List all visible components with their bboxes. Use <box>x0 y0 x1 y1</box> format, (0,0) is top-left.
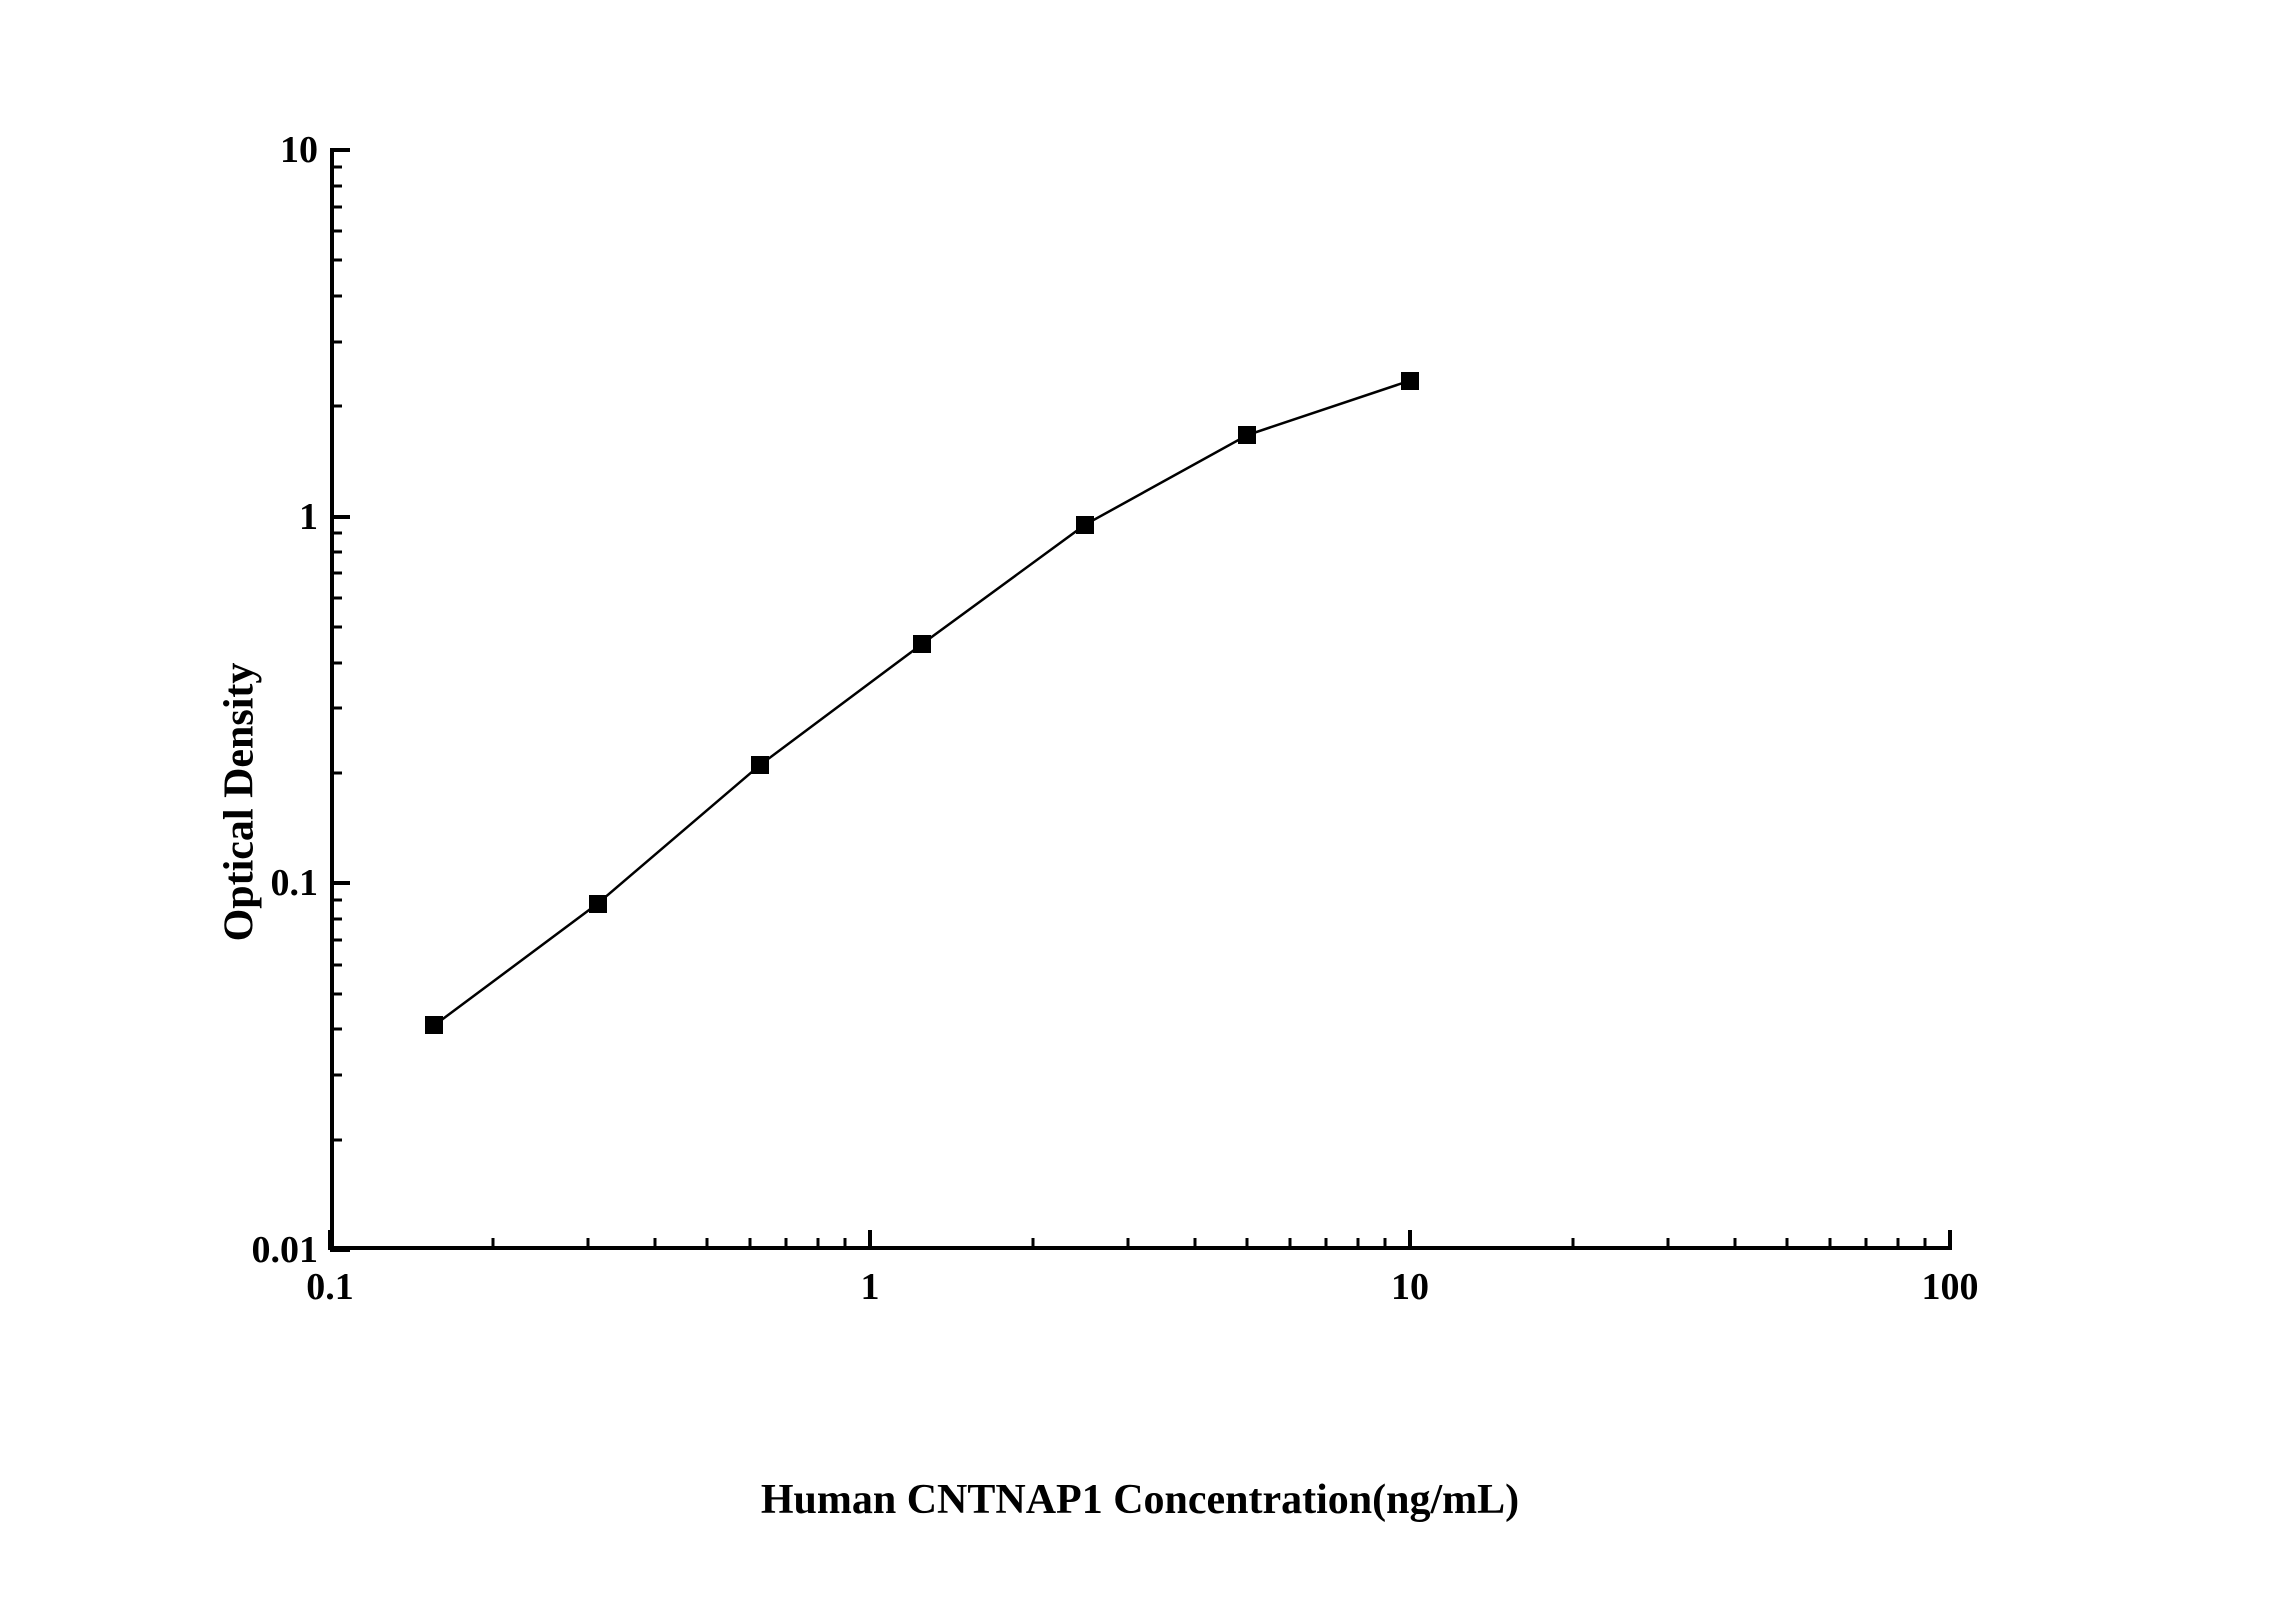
x-tick-label: 100 <box>1922 1265 1979 1309</box>
y-tick-label: 10 <box>280 128 318 172</box>
y-tick-label: 1 <box>299 495 318 539</box>
plot-area <box>330 150 1950 1250</box>
x-major-tick <box>868 1230 872 1250</box>
x-minor-tick <box>844 1238 847 1250</box>
y-minor-tick <box>330 917 342 920</box>
y-minor-tick <box>330 572 342 575</box>
x-minor-tick <box>1829 1238 1832 1250</box>
y-minor-tick <box>330 771 342 774</box>
y-minor-tick <box>330 939 342 942</box>
x-minor-tick <box>1924 1238 1927 1250</box>
x-minor-tick <box>491 1238 494 1250</box>
x-minor-tick <box>785 1238 788 1250</box>
y-minor-tick <box>330 165 342 168</box>
y-minor-tick <box>330 551 342 554</box>
y-minor-tick <box>330 1074 342 1077</box>
x-minor-tick <box>1126 1238 1129 1250</box>
x-minor-tick <box>816 1238 819 1250</box>
x-tick-label: 10 <box>1391 1265 1429 1309</box>
y-minor-tick <box>330 626 342 629</box>
x-minor-tick <box>1786 1238 1789 1250</box>
x-minor-tick <box>654 1238 657 1250</box>
y-minor-tick <box>330 230 342 233</box>
y-minor-tick <box>330 597 342 600</box>
y-major-tick <box>330 1248 350 1252</box>
x-minor-tick <box>1289 1238 1292 1250</box>
y-minor-tick <box>330 259 342 262</box>
x-minor-tick <box>586 1238 589 1250</box>
x-major-tick <box>1948 1230 1952 1250</box>
x-tick-label: 1 <box>861 1265 880 1309</box>
x-axis-label: Human CNTNAP1 Concentration(ng/mL) <box>761 1476 1519 1524</box>
data-marker <box>589 895 607 913</box>
y-minor-tick <box>330 405 342 408</box>
y-minor-tick <box>330 1138 342 1141</box>
x-minor-tick <box>749 1238 752 1250</box>
y-minor-tick <box>330 1028 342 1031</box>
x-minor-tick <box>1896 1238 1899 1250</box>
y-major-tick <box>330 881 350 885</box>
y-minor-tick <box>330 992 342 995</box>
x-tick-label: 0.1 <box>306 1265 354 1309</box>
x-minor-tick <box>1325 1238 1328 1250</box>
x-major-tick <box>328 1230 332 1250</box>
x-minor-tick <box>1246 1238 1249 1250</box>
data-marker <box>425 1016 443 1034</box>
x-minor-tick <box>1194 1238 1197 1250</box>
data-marker <box>751 756 769 774</box>
y-minor-tick <box>330 963 342 966</box>
x-minor-tick <box>1384 1238 1387 1250</box>
y-major-tick <box>330 515 350 519</box>
y-minor-tick <box>330 661 342 664</box>
y-axis-label: Optical Density <box>215 663 263 942</box>
x-minor-tick <box>1571 1238 1574 1250</box>
x-minor-tick <box>1734 1238 1737 1250</box>
y-minor-tick <box>330 707 342 710</box>
y-minor-tick <box>330 294 342 297</box>
y-minor-tick <box>330 340 342 343</box>
data-marker <box>1401 372 1419 390</box>
x-major-tick <box>1408 1230 1412 1250</box>
y-minor-tick <box>330 532 342 535</box>
y-tick-label: 0.1 <box>271 861 319 905</box>
y-major-tick <box>330 148 350 152</box>
y-minor-tick <box>330 899 342 902</box>
x-minor-tick <box>1865 1238 1868 1250</box>
x-minor-tick <box>706 1238 709 1250</box>
x-minor-tick <box>1666 1238 1669 1250</box>
data-marker <box>913 635 931 653</box>
data-marker <box>1238 426 1256 444</box>
data-marker <box>1076 516 1094 534</box>
y-minor-tick <box>330 184 342 187</box>
x-minor-tick <box>1356 1238 1359 1250</box>
y-minor-tick <box>330 205 342 208</box>
chart-container <box>330 150 1950 1250</box>
x-minor-tick <box>1031 1238 1034 1250</box>
